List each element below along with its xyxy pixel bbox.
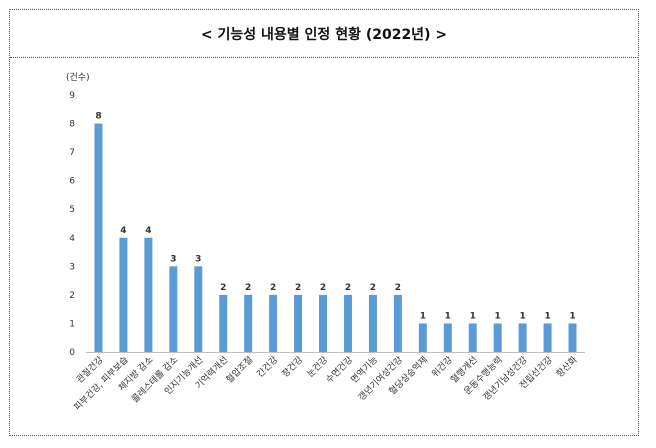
bar [194, 266, 203, 352]
bar [368, 294, 377, 352]
bar [169, 266, 178, 352]
bar [144, 237, 153, 352]
category-label: 간건강 [255, 354, 280, 379]
category-label: 갱년기남성건강 [481, 354, 530, 403]
y-tick-label: 9 [69, 91, 75, 101]
data-label: 1 [519, 311, 525, 321]
bar [518, 323, 527, 352]
data-label: 2 [245, 283, 251, 293]
bar [393, 294, 402, 352]
bar [418, 323, 427, 352]
bar [543, 323, 552, 352]
bar [294, 294, 303, 352]
bar [269, 294, 278, 352]
data-label: 1 [569, 311, 575, 321]
category-label: 혈압조절 [223, 354, 255, 386]
y-tick-label: 3 [69, 262, 75, 272]
chart-frame: < 기능성 내용별 인정 현황 (2022년) > [9, 9, 639, 436]
chart-title-bar: < 기능성 내용별 인정 현황 (2022년) > [10, 10, 638, 58]
y-tick-label: 0 [69, 348, 75, 358]
bar [493, 323, 502, 352]
data-label: 3 [170, 254, 176, 264]
data-label: 3 [195, 254, 201, 264]
data-label: 2 [370, 283, 376, 293]
y-ticks: 0 1 2 3 4 5 6 7 8 9 [69, 91, 75, 358]
y-tick-label: 1 [69, 319, 75, 329]
data-label: 4 [120, 226, 126, 236]
data-label: 2 [295, 283, 301, 293]
bar [468, 323, 477, 352]
bar [568, 323, 577, 352]
category-label: 항산화 [554, 354, 579, 379]
bar [443, 323, 452, 352]
data-label: 2 [270, 283, 276, 293]
bar [319, 294, 328, 352]
data-label: 2 [320, 283, 326, 293]
y-tick-label: 4 [69, 234, 75, 244]
data-label: 4 [145, 226, 151, 236]
y-tick-label: 2 [69, 291, 75, 301]
y-axis-label: (건수) [66, 72, 90, 83]
chart-title: < 기능성 내용별 인정 현황 (2022년) > [200, 26, 448, 43]
data-label: 1 [445, 311, 451, 321]
data-label: 2 [345, 283, 351, 293]
y-tick-label: 8 [69, 120, 75, 130]
bar [119, 237, 128, 352]
data-labels: 8 4 4 3 3 2 2 2 2 2 2 2 2 1 1 1 1 1 1 1 [95, 112, 575, 322]
data-label: 1 [495, 311, 501, 321]
bar [94, 123, 103, 352]
data-label: 8 [95, 112, 101, 122]
y-tick-label: 5 [69, 205, 75, 215]
bar [244, 294, 253, 352]
data-label: 1 [420, 311, 426, 321]
data-label: 1 [544, 311, 550, 321]
bar [219, 294, 228, 352]
y-tick-label: 7 [69, 148, 75, 158]
category-label: 수면건강 [324, 354, 355, 385]
bar [343, 294, 352, 352]
data-label: 2 [220, 283, 226, 293]
category-label: 장건강 [280, 354, 305, 379]
data-label: 1 [470, 311, 476, 321]
data-label: 2 [395, 283, 401, 293]
y-tick-label: 6 [69, 177, 75, 187]
bars [94, 123, 577, 352]
